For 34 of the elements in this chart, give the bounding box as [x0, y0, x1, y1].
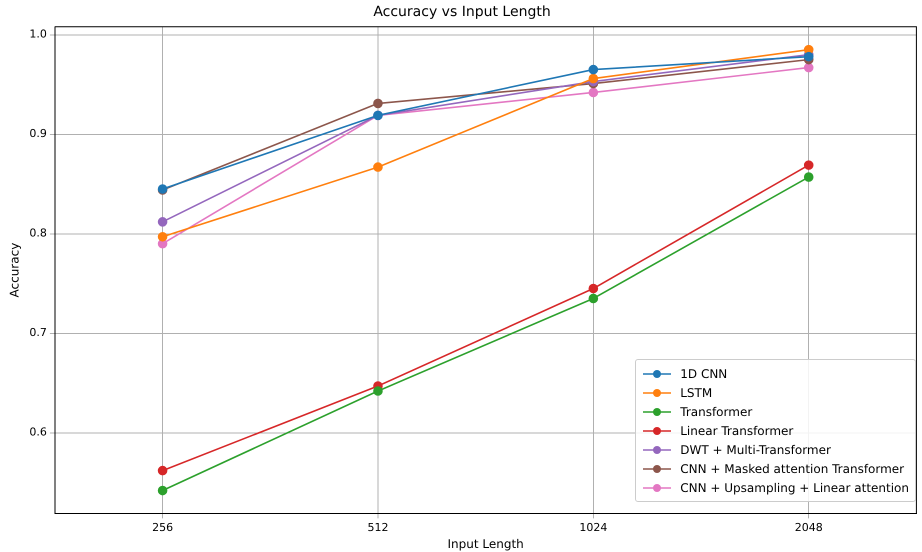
legend-label: 1D CNN	[680, 366, 728, 380]
x-tick-label: 512	[367, 520, 388, 534]
point	[158, 486, 168, 496]
point	[158, 217, 168, 227]
legend-label: Linear Transformer	[680, 424, 794, 438]
legend-label: CNN + Masked attention Transformer	[680, 462, 904, 476]
x-tick-label: 2048	[794, 520, 823, 534]
point	[588, 64, 598, 74]
y-tick-label: 0.6	[29, 426, 47, 439]
chart-title: Accuracy vs Input Length	[373, 4, 551, 20]
point	[804, 160, 814, 170]
y-tick-label: 0.9	[29, 127, 47, 140]
point	[588, 88, 598, 98]
point	[373, 386, 383, 396]
point	[158, 232, 168, 242]
y-axis-title: Accuracy	[7, 242, 22, 298]
point	[158, 466, 168, 476]
point	[373, 162, 383, 172]
point	[588, 74, 598, 84]
legend-label: Transformer	[680, 404, 752, 418]
point	[588, 284, 598, 294]
x-tick-label: 256	[152, 520, 174, 534]
y-tick-label: 0.8	[29, 226, 47, 240]
y-tick-label: 1.0	[29, 28, 47, 41]
point	[588, 294, 598, 304]
x-axis-title: Input Length	[448, 536, 524, 551]
y-tick-label: 0.7	[29, 326, 47, 340]
point	[804, 62, 814, 72]
legend-label: LSTM	[680, 386, 712, 400]
legend-label: CNN + Upsampling + Linear attention	[680, 480, 909, 494]
x-tick-label: 1024	[579, 520, 608, 534]
point	[804, 172, 814, 182]
point	[373, 98, 383, 108]
legend-label: DWT + Multi-Transformer	[680, 442, 831, 456]
